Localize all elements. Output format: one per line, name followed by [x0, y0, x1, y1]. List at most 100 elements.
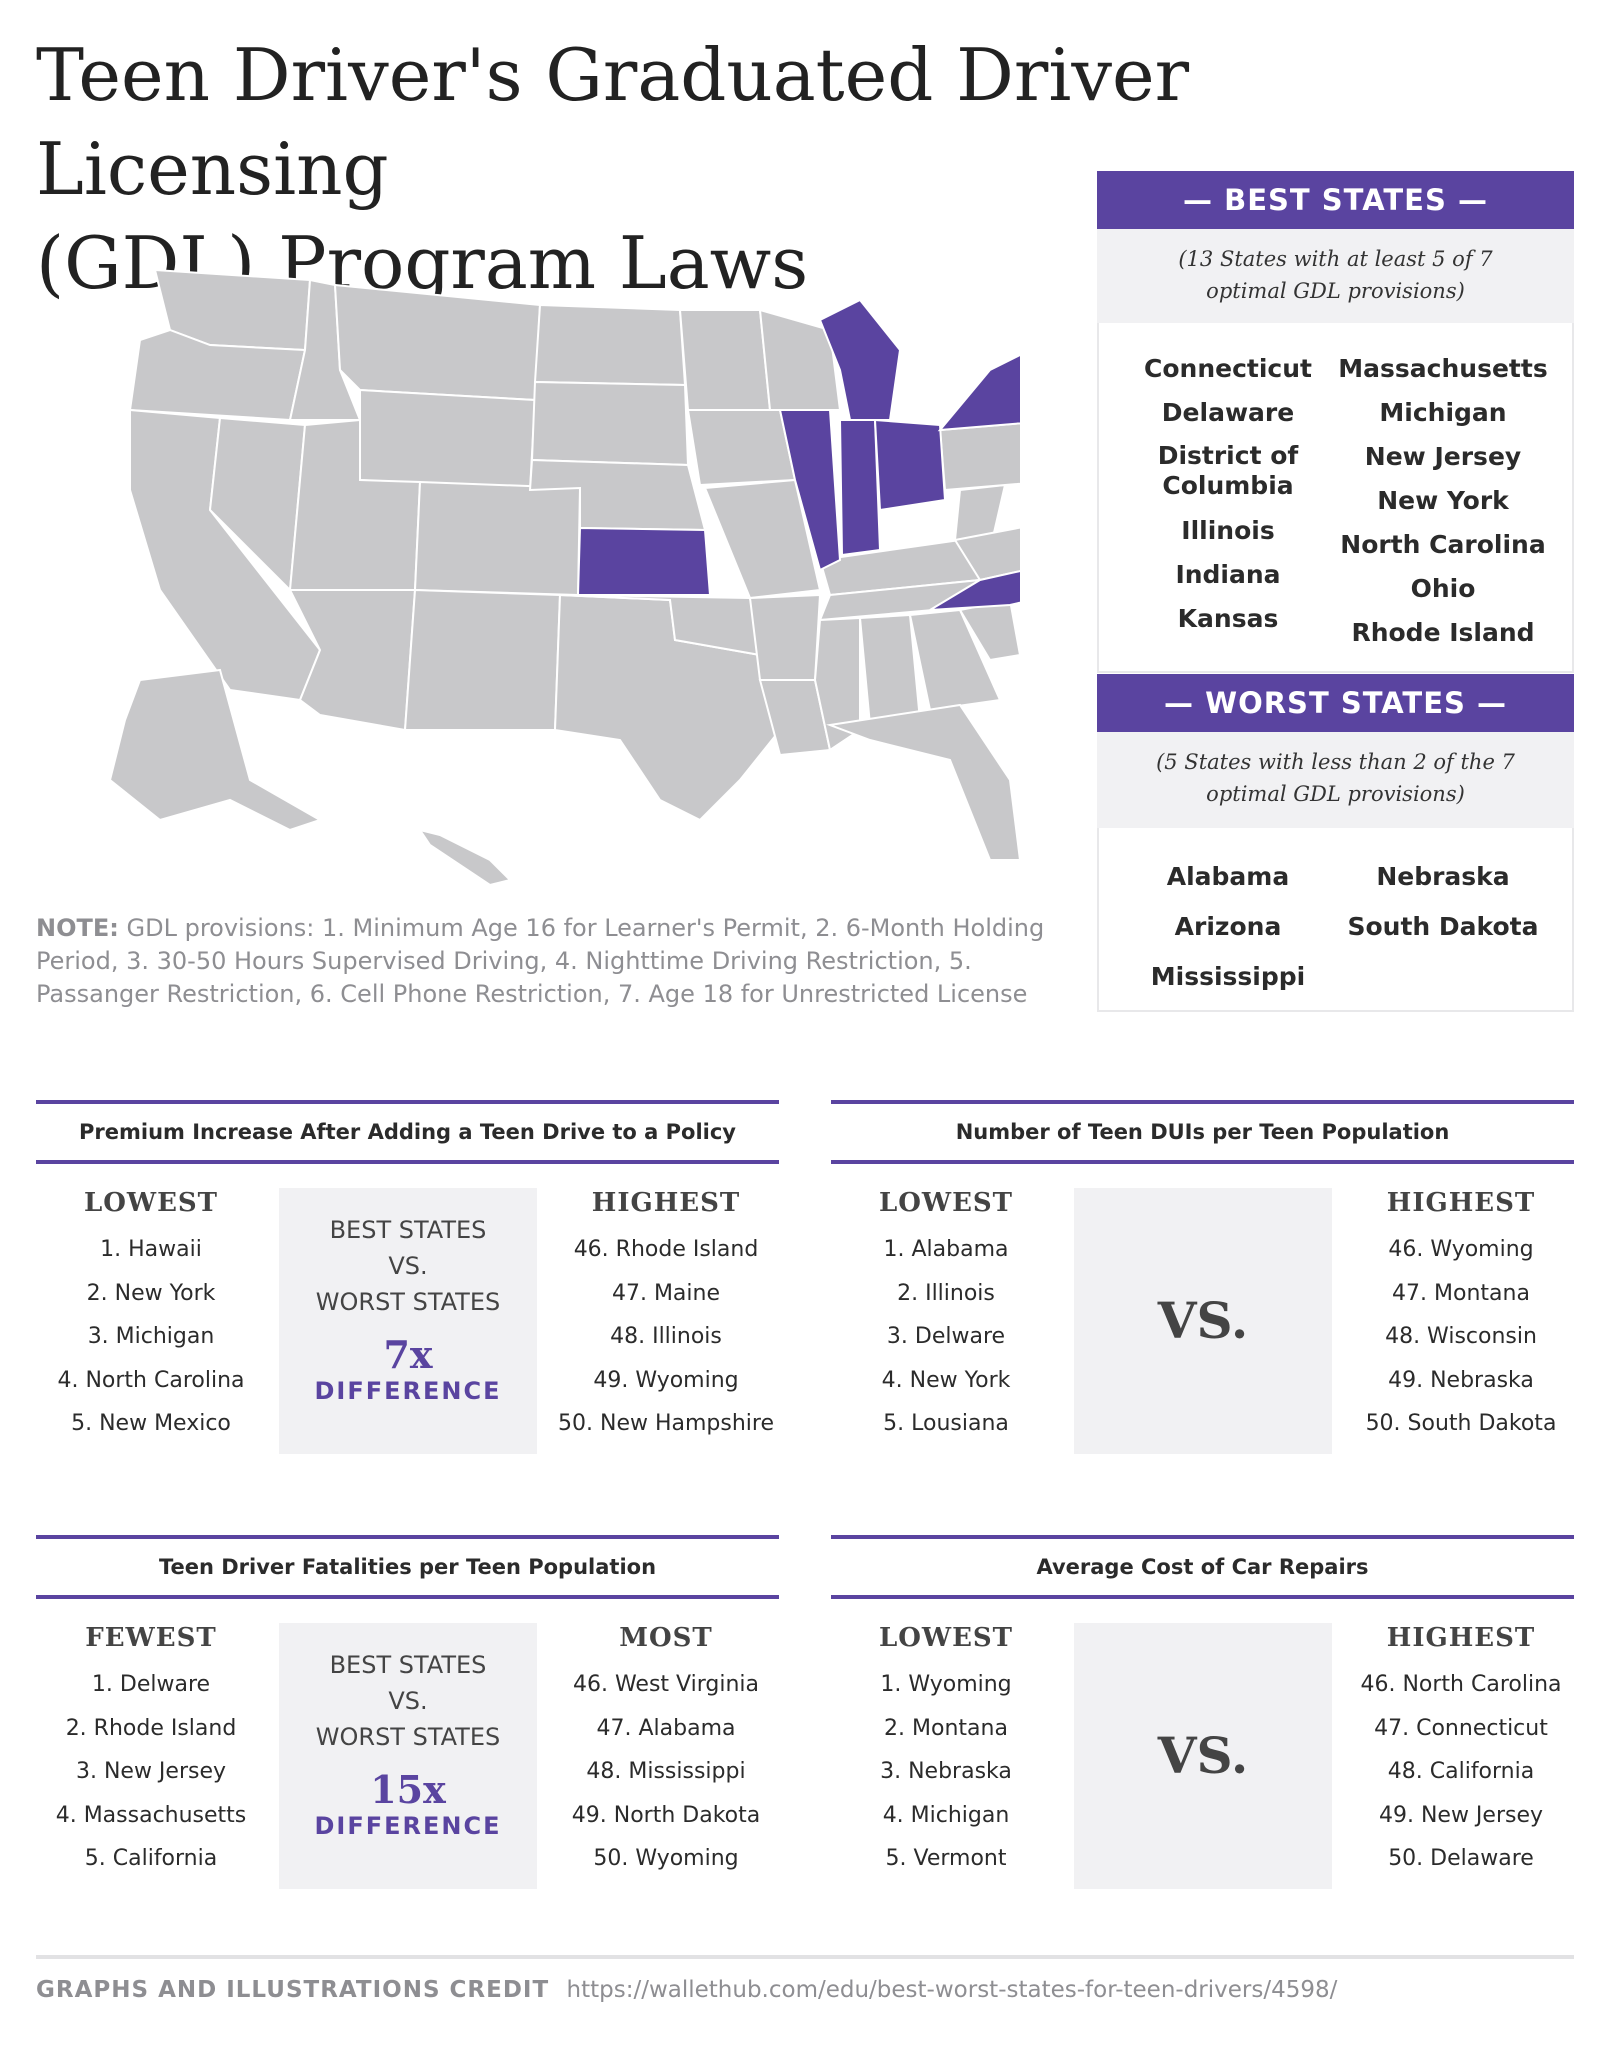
map-state-ohio: [873, 418, 947, 512]
premium-lowest-item: 2. New York: [86, 1280, 216, 1306]
fatalities-comparison-box: BEST STATES VS. WORST STATES 15x DIFFERE…: [279, 1623, 537, 1889]
note-text: GDL provisions: 1. Minimum Age 16 for Le…: [36, 914, 1045, 1008]
best-state-name: Indiana: [1175, 560, 1281, 589]
map-state-north-carolina: [929, 570, 1020, 611]
worst-state-name: South Dakota: [1347, 912, 1539, 941]
worst-states-col-1: Alabama Arizona Mississippi: [1123, 852, 1333, 1010]
fatalities-mid-line-1: BEST STATES: [329, 1651, 487, 1679]
best-state-name: Rhode Island: [1351, 618, 1535, 647]
map-state-hawaii: [417, 828, 512, 887]
fatalities-most-item: 47. Alabama: [596, 1715, 736, 1741]
premium-lowest-head: LOWEST: [83, 1188, 219, 1218]
premium-difference-label: DIFFERENCE: [314, 1377, 502, 1405]
footer-credit-url[interactable]: https://wallethub.com/edu/best-worst-sta…: [566, 1977, 1338, 2003]
repairs-lowest-item-list: 1. Wyoming 2. Montana 3. Nebraska 4. Michig…: [831, 1663, 1061, 1881]
map-state-wisconsin: [758, 308, 842, 411]
fatalities-difference-label: DIFFERENCE: [314, 1812, 502, 1840]
worst-states-heading: — WORST STATES —: [1097, 674, 1574, 732]
premium-highest-item-list: 46. Rhode Island 47. Maine 48. Illinois 49.…: [551, 1228, 781, 1446]
premium-highest-col: HIGHEST 46. Rhode Island 47. Maine 48. Ill…: [551, 1164, 781, 1446]
duis-lowest-item: 1. Alabama: [883, 1237, 1009, 1262]
best-state-name: Massachusetts: [1338, 354, 1548, 383]
worst-state-name: Alabama: [1166, 862, 1290, 891]
duis-comparison-box: VS.: [1074, 1188, 1332, 1454]
map-state-alabama: [858, 613, 922, 727]
gdl-note: NOTE: GDL provisions: 1. Minimum Age 16 …: [36, 912, 1066, 1011]
footer-credit-label: GRAPHS AND ILLUSTRATIONS CREDIT: [36, 1977, 550, 2003]
fatalities-fewest-item: 2. Rhode Island: [65, 1715, 237, 1741]
map-state-virginia: [953, 526, 1020, 582]
map-state-new-mexico: [403, 588, 562, 731]
duis-lowest-item: 2. Illinois: [897, 1280, 995, 1306]
fatalities-most-col: MOST 46. West Virginia 47. Alabama 48. Mis…: [551, 1599, 781, 1881]
map-state-indiana: [838, 419, 882, 557]
best-states-subtitle: (13 States with at least 5 of 7 optimal …: [1097, 229, 1574, 323]
duis-lowest-item: 4. New York: [881, 1367, 1011, 1393]
repairs-highest-item: 49. New Jersey: [1378, 1802, 1544, 1828]
best-state-name: North Carolina: [1340, 530, 1546, 559]
premium-lowest-item: 1. Hawaii: [100, 1237, 202, 1262]
repairs-lowest-head: LOWEST: [878, 1623, 1014, 1653]
map-state-missouri: [703, 478, 822, 600]
repairs-vs-label: VS.: [1157, 1726, 1249, 1785]
repairs-title: Average Cost of Car Repairs: [831, 1535, 1574, 1599]
best-state-name: Ohio: [1410, 574, 1476, 603]
premium-mid-line-2: VS.: [388, 1252, 428, 1280]
worst-state-name: Nebraska: [1376, 862, 1510, 891]
duis-highest-item: 48. Wisconsin: [1385, 1324, 1537, 1349]
duis-lowest-col: LOWEST 1. Alabama 2. Illinois 3. Delware 4.…: [831, 1164, 1061, 1446]
fatalities-fewest-item: 5. California: [84, 1846, 218, 1871]
map-state-colorado: [413, 480, 582, 597]
fatalities-most-item-list: 46. West Virginia 47. Alabama 48. Mississi…: [551, 1663, 781, 1881]
map-state-georgia: [908, 608, 1002, 712]
duis-highest-item: 46. Wyoming: [1388, 1237, 1534, 1262]
premium-lowest-col: LOWEST 1. Hawaii 2. New York 3. Michigan 4.…: [36, 1164, 266, 1446]
repairs-lowest-item: 1. Wyoming: [880, 1672, 1012, 1697]
footer: GRAPHS AND ILLUSTRATIONS CREDIT https://…: [36, 1977, 1337, 2003]
premium-title: Premium Increase After Adding a Teen Dri…: [36, 1100, 779, 1164]
map-state-kansas: [576, 526, 712, 596]
premium-highest-item: 48. Illinois: [610, 1324, 722, 1349]
repairs-section: Average Cost of Car Repairs LOWEST 1. Wy…: [831, 1535, 1576, 1889]
premium-mid-line-3: WORST STATES: [315, 1288, 501, 1316]
page-title: Teen Driver's Graduated Driver Licensing…: [36, 28, 1476, 310]
fatalities-mid-line-3: WORST STATES: [315, 1723, 501, 1751]
fatalities-fewest-item: 1. Delware: [91, 1672, 211, 1697]
duis-section: Number of Teen DUIs per Teen Population …: [831, 1100, 1576, 1454]
map-state-minnesota: [678, 309, 772, 411]
fatalities-fewest-item: 4. Massachusetts: [55, 1802, 247, 1828]
fatalities-fewest-item: 3. New Jersey: [75, 1759, 227, 1784]
best-states-list: Connecticut Delaware District of Columbia I…: [1097, 323, 1574, 673]
map-state-north-dakota: [533, 303, 687, 387]
map-state-montana: [333, 283, 542, 402]
duis-title: Number of Teen DUIs per Teen Population: [831, 1100, 1574, 1164]
duis-highest-item: 49. Nebraska: [1388, 1367, 1534, 1393]
worst-state-name: Arizona: [1174, 912, 1282, 941]
premium-mid-line-1: BEST STATES: [329, 1216, 487, 1244]
repairs-lowest-item: 3. Nebraska: [880, 1759, 1012, 1784]
duis-lowest-item-list: 1. Alabama 2. Illinois 3. Delware 4. New Yo…: [831, 1228, 1061, 1446]
duis-highest-col: HIGHEST 46. Wyoming 47. Montana 48. Wiscon…: [1346, 1164, 1576, 1446]
duis-lowest-item: 3. Delware: [886, 1324, 1006, 1349]
best-state-name: New York: [1377, 486, 1509, 515]
duis-highest-item: 47. Montana: [1392, 1280, 1530, 1306]
map-state-alaska: [108, 668, 323, 832]
duis-vs-label: VS.: [1157, 1291, 1249, 1350]
best-states-heading: — BEST STATES —: [1097, 171, 1574, 229]
footer-divider: [36, 1955, 1574, 1959]
fatalities-section: Teen Driver Fatalities per Teen Populati…: [36, 1535, 781, 1889]
repairs-lowest-col: LOWEST 1. Wyoming 2. Montana 3. Nebraska 4.…: [831, 1599, 1061, 1881]
premium-comparison-box: BEST STATES VS. WORST STATES 7x DIFFEREN…: [279, 1188, 537, 1454]
fatalities-title: Teen Driver Fatalities per Teen Populati…: [36, 1535, 779, 1599]
worst-states-list: Alabama Arizona Mississippi Nebraska South …: [1097, 828, 1574, 1012]
map-state-mississippi: [813, 616, 861, 752]
fatalities-most-item: 46. West Virginia: [572, 1672, 759, 1697]
repairs-highest-item: 47. Connecticut: [1374, 1715, 1548, 1741]
duis-highest-head: HIGHEST: [1386, 1188, 1536, 1218]
fatalities-mid-line-2: VS.: [388, 1687, 428, 1715]
repairs-highest-col: HIGHEST 46. North Carolina 47. Connecticu…: [1346, 1599, 1576, 1881]
best-state-name: Connecticut: [1144, 354, 1312, 383]
duis-lowest-head: LOWEST: [878, 1188, 1014, 1218]
fatalities-most-head: MOST: [619, 1623, 713, 1653]
repairs-highest-item: 48. California: [1387, 1759, 1535, 1784]
